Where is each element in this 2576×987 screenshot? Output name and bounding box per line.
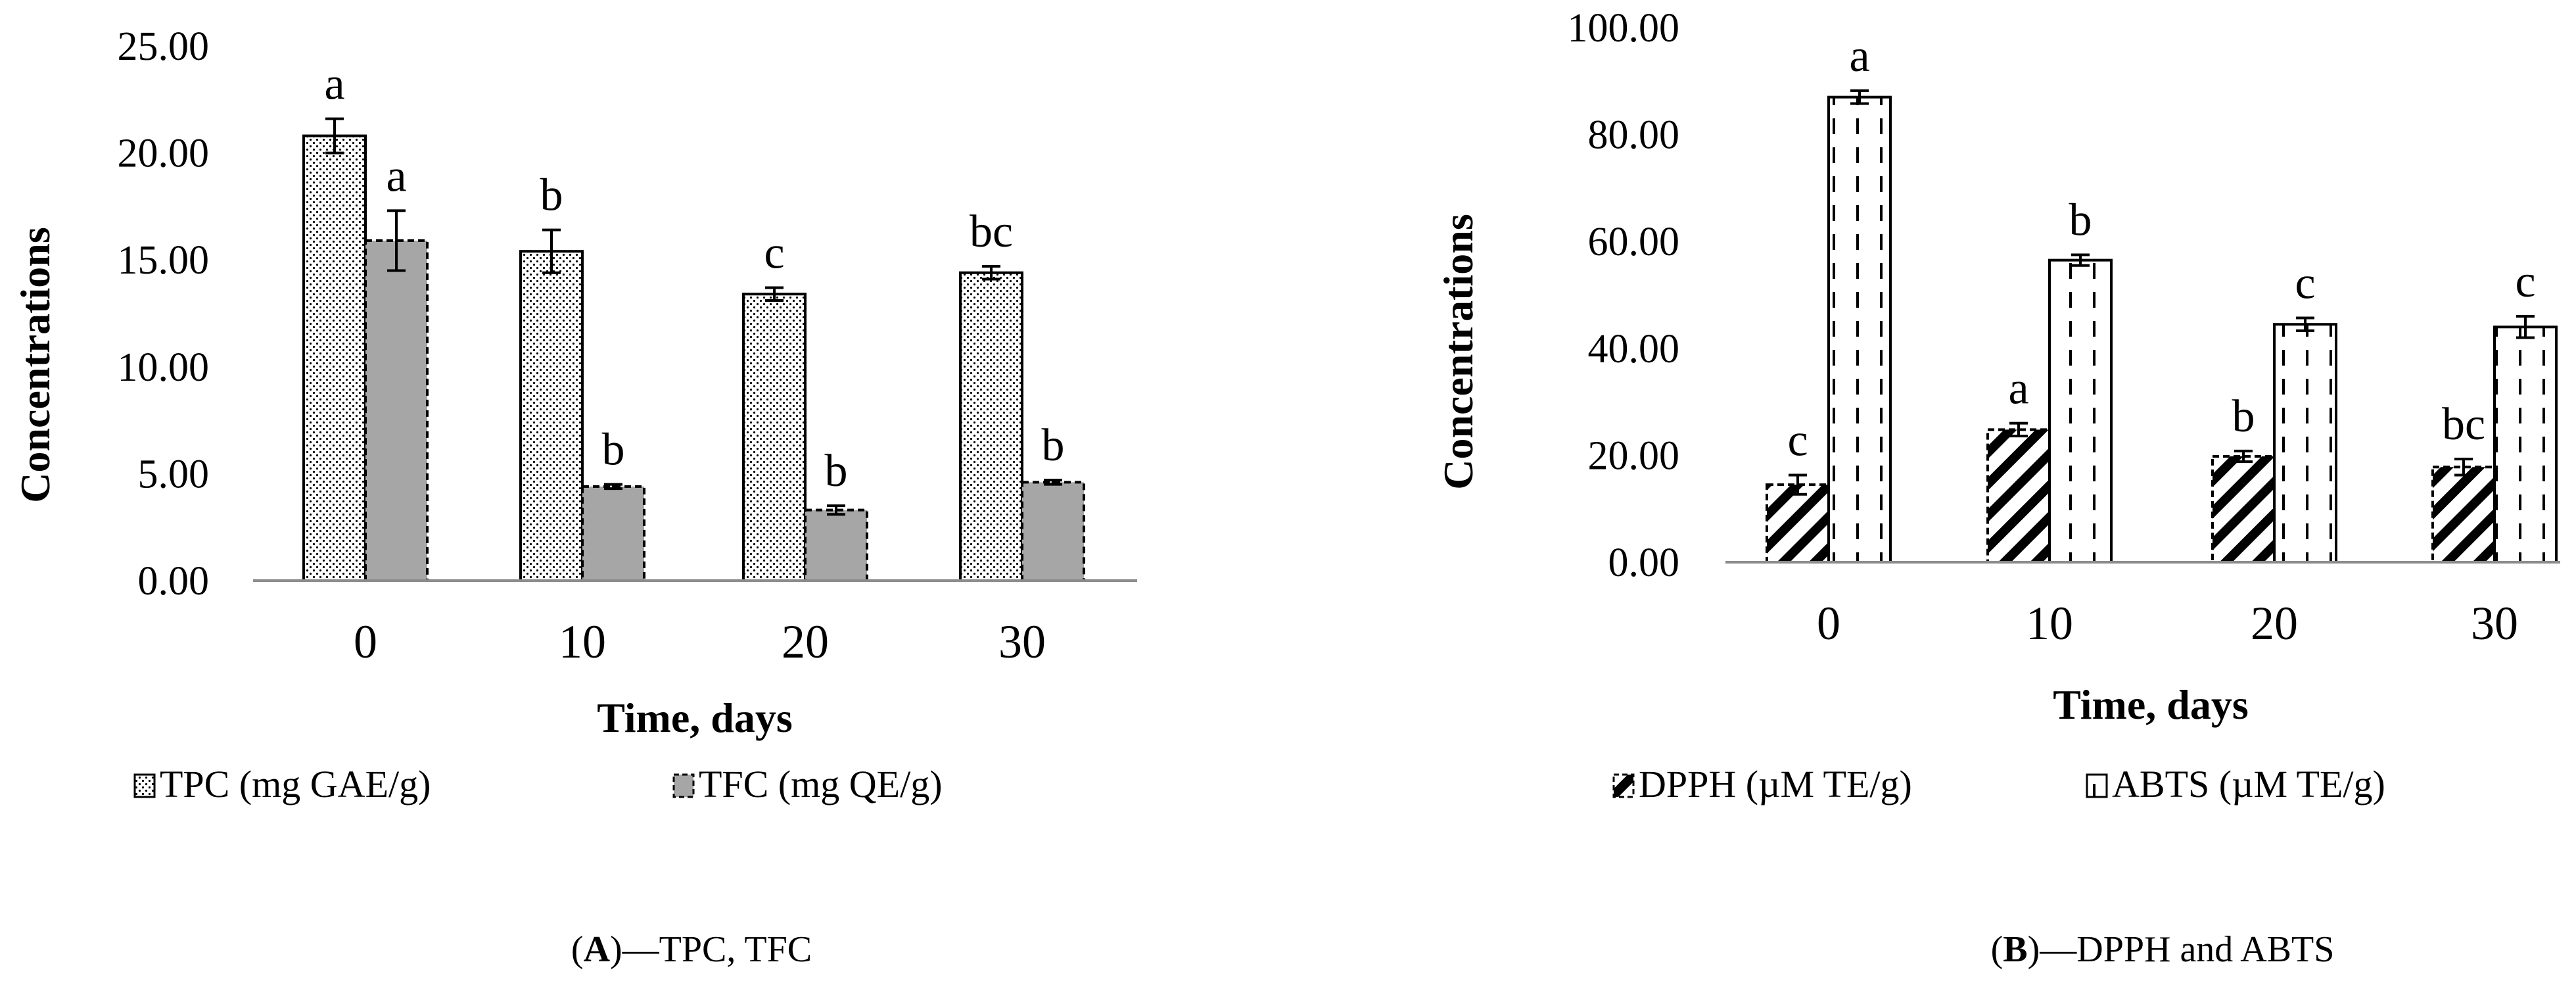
legend-label-dpph: DPPH (µM TE/g) bbox=[1639, 763, 1912, 806]
legend-label-abts: ABTS (µM TE/g) bbox=[2112, 763, 2385, 806]
error-bars-b bbox=[1789, 89, 2535, 496]
significance-letter: b bbox=[540, 170, 563, 221]
significance-letter: a bbox=[2008, 364, 2028, 414]
bar-vdash-30 bbox=[2493, 325, 2558, 564]
y-tick-label: 100.00 bbox=[1568, 6, 1680, 51]
caption-a: (A)—TPC, TFC bbox=[571, 929, 812, 970]
x-axis-title-a: Time, days bbox=[597, 694, 793, 741]
x-tick-label: 20 bbox=[782, 615, 829, 668]
significance-letter: c bbox=[1787, 415, 1808, 466]
x-ticks-b: 0 10 20 30 bbox=[1817, 597, 2518, 650]
significance-letter: c bbox=[2515, 256, 2535, 307]
bar-diagonal-20 bbox=[2211, 455, 2276, 564]
caption-b: (B)—DPPH and ABTS bbox=[1991, 929, 2335, 970]
bar-gray-10 bbox=[581, 485, 645, 582]
bar-vdash-10 bbox=[2048, 258, 2113, 564]
x-axis-title-b: Time, days bbox=[2053, 681, 2249, 728]
x-tick-label: 30 bbox=[2471, 597, 2518, 650]
bar-diagonal-30 bbox=[2431, 466, 2496, 564]
y-tick-label: 60.00 bbox=[1588, 220, 1680, 264]
y-tick-label: 20.00 bbox=[1588, 433, 1680, 478]
x-tick-label: 0 bbox=[1817, 597, 1840, 650]
bar-vdash-20 bbox=[2273, 323, 2337, 564]
bar-gray-30 bbox=[1021, 481, 1085, 583]
significance-letter: a bbox=[324, 59, 344, 110]
bars-b bbox=[1766, 95, 2558, 564]
significance-letter: bc bbox=[970, 206, 1013, 257]
y-tick-label: 40.00 bbox=[1588, 327, 1680, 372]
significance-letter: c bbox=[2295, 258, 2315, 308]
x-tick-label: 0 bbox=[354, 615, 377, 668]
significance-letter: b bbox=[602, 425, 625, 475]
legend-b: DPPH (µM TE/g) ABTS (µM TE/g) bbox=[1612, 763, 2385, 806]
y-tick-label: 0.00 bbox=[138, 559, 210, 604]
significance-letter: b bbox=[2069, 195, 2092, 246]
y-ticks-a: 0.00 5.00 10.00 15.00 20.00 25.00 bbox=[118, 24, 210, 604]
bar-dots-0 bbox=[302, 134, 367, 583]
legend-swatch-abts bbox=[2086, 773, 2108, 798]
x-tick-label: 20 bbox=[2251, 597, 2298, 650]
y-tick-label: 25.00 bbox=[118, 24, 210, 69]
significance-letter: a bbox=[1849, 31, 1869, 82]
x-tick-label: 10 bbox=[2026, 597, 2073, 650]
significance-letter: b bbox=[1042, 420, 1065, 471]
error-bars-a bbox=[325, 117, 1062, 516]
bar-diagonal-10 bbox=[1986, 428, 2051, 564]
x-tick-label: 30 bbox=[998, 615, 1046, 668]
bar-dots-20 bbox=[742, 293, 807, 582]
bar-diagonal-0 bbox=[1766, 483, 1830, 564]
bar-vdash-0 bbox=[1827, 95, 1892, 564]
y-tick-label: 5.00 bbox=[138, 452, 210, 496]
y-tick-label: 10.00 bbox=[118, 345, 210, 390]
significance-letter: bc bbox=[2442, 399, 2485, 450]
legend-swatch-tfc bbox=[672, 773, 695, 798]
bar-gray-0 bbox=[364, 239, 429, 582]
y-axis-title-b: Concentrations bbox=[1435, 214, 1482, 490]
y-tick-label: 0.00 bbox=[1608, 541, 1680, 585]
significance-letter: c bbox=[764, 228, 784, 278]
legend-swatch-tpc bbox=[133, 773, 156, 798]
bar-gray-20 bbox=[804, 508, 868, 583]
significance-letter: a bbox=[386, 151, 406, 201]
legend-a: TPC (mg GAE/g) TFC (mg QE/g) bbox=[133, 763, 943, 806]
bar-dots-10 bbox=[519, 250, 584, 582]
y-ticks-b: 0.00 20.00 40.00 60.00 80.00 100.00 bbox=[1568, 6, 1680, 585]
x-tick-label: 10 bbox=[559, 615, 606, 668]
y-tick-label: 15.00 bbox=[118, 238, 210, 283]
y-axis-title-a: Concentrations bbox=[12, 227, 59, 503]
bars-a bbox=[302, 134, 1085, 583]
significance-letter: b bbox=[2232, 391, 2255, 442]
bar-dots-30 bbox=[959, 271, 1023, 582]
legend-label-tpc: TPC (mg GAE/g) bbox=[160, 763, 431, 806]
y-tick-label: 80.00 bbox=[1588, 113, 1680, 158]
legend-swatch-dpph bbox=[1612, 773, 1635, 798]
y-tick-label: 20.00 bbox=[118, 132, 210, 176]
x-ticks-a: 0 10 20 30 bbox=[354, 615, 1046, 668]
significance-letter: b bbox=[825, 446, 848, 496]
legend-label-tfc: TFC (mg QE/g) bbox=[699, 763, 943, 806]
